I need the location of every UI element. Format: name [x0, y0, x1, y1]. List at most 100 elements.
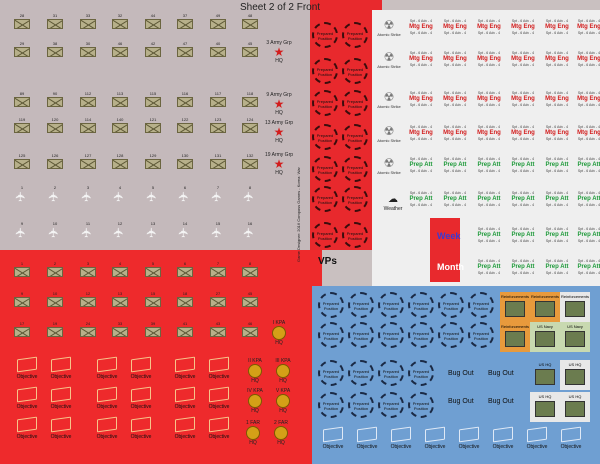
unit-counter[interactable]: 32	[110, 13, 130, 34]
kpa-counter[interactable]: 41	[175, 321, 195, 342]
combat-marker[interactable]: Spt - 6 Adv - 4 Mtg Eng Spt - 6 Adv - 4	[474, 50, 504, 67]
objective-marker[interactable]: Objective	[350, 426, 384, 454]
air-counter[interactable]: 4 ✈	[110, 185, 130, 206]
unit-counter[interactable]: 46	[110, 41, 130, 62]
kpa-hq-counter[interactable]: II KPA HQ	[238, 358, 272, 388]
prepared-position-marker[interactable]: Prepared Position	[348, 322, 374, 348]
kpa-counter[interactable]: 27	[208, 291, 228, 312]
combat-marker[interactable]: Spt - 6 Adv - 4 Prep Att Spt - 6 Adv - 4	[508, 190, 538, 207]
combat-marker[interactable]: Spt - 6 Adv - 4 Mtg Eng Spt - 6 Adv - 4	[508, 18, 538, 35]
unit-counter[interactable]: 123	[208, 117, 228, 138]
combat-marker[interactable]: Spt - 6 Adv - 4 Prep Att Spt - 6 Adv - 4	[542, 258, 572, 275]
kpa-hq-counter[interactable]: 2 FAR HQ	[264, 420, 298, 450]
combat-marker[interactable]: Spt - 6 Adv - 4 Mtg Eng Spt - 6 Adv - 4	[440, 124, 470, 141]
air-counter[interactable]: 5 ✈	[143, 185, 163, 206]
kpa-counter[interactable]: 9	[12, 291, 32, 312]
unit-counter[interactable]: 90	[45, 91, 65, 112]
combat-marker[interactable]: Spt - 6 Adv - 4 Prep Att Spt - 6 Adv - 4	[574, 226, 600, 243]
unit-counter[interactable]: 126	[45, 153, 65, 174]
objective-marker[interactable]: Objective	[520, 426, 554, 454]
prepared-position-marker[interactable]: Prepared Position	[318, 360, 344, 386]
air-counter[interactable]: 1 ✈	[12, 185, 32, 206]
unit-counter[interactable]: 48	[240, 13, 260, 34]
unit-counter[interactable]: 113	[110, 91, 130, 112]
objective-marker[interactable]: Objective	[452, 426, 486, 454]
kpa-counter[interactable]: 43	[208, 321, 228, 342]
un-unit-counter[interactable]: US Navy	[560, 322, 590, 352]
combat-marker[interactable]: Spt - 6 Adv - 4 Mtg Eng Spt - 6 Adv - 4	[474, 18, 504, 35]
combat-marker[interactable]: Spt - 6 Adv - 4 Prep Att Spt - 6 Adv - 4	[474, 258, 504, 275]
unit-counter[interactable]: 29	[12, 41, 32, 62]
kpa-counter[interactable]: 18	[175, 291, 195, 312]
kpa-counter[interactable]: 4	[110, 261, 130, 282]
atomic-strike-marker[interactable]: ☢ Atomic Strike	[374, 124, 404, 143]
combat-marker[interactable]: Spt - 6 Adv - 4 Prep Att Spt - 6 Adv - 4	[406, 156, 436, 173]
kpa-counter[interactable]: 8	[240, 261, 260, 282]
combat-marker[interactable]: Spt - 6 Adv - 4 Prep Att Spt - 6 Adv - 4	[542, 156, 572, 173]
un-unit-counter[interactable]: Reinforcements	[560, 292, 590, 322]
combat-marker[interactable]: Spt - 6 Adv - 4 Prep Att Spt - 6 Adv - 4	[542, 226, 572, 243]
combat-marker[interactable]: Spt - 6 Adv - 4 Prep Att Spt - 6 Adv - 4	[508, 258, 538, 275]
kpa-counter[interactable]: 12	[78, 291, 98, 312]
kpa-counter[interactable]: 39	[143, 321, 163, 342]
objective-marker[interactable]: Objective	[90, 386, 124, 414]
month-marker[interactable]: Month	[437, 262, 464, 272]
prepared-position-marker[interactable]: Prepared Position	[348, 360, 374, 386]
prepared-position-marker[interactable]: Prepared Position	[468, 292, 494, 318]
objective-marker[interactable]: Objective	[316, 426, 350, 454]
unit-counter[interactable]: 117	[208, 91, 228, 112]
army-hq-counter[interactable]: 3 Army Grp ★ HQ	[262, 40, 296, 70]
combat-marker[interactable]: Spt - 6 Adv - 4 Prep Att Spt - 6 Adv - 4	[406, 190, 436, 207]
army-hq-counter[interactable]: 13 Army Grp ★ HQ	[262, 120, 296, 150]
prepared-position-marker[interactable]: Prepared Position	[312, 222, 338, 248]
combat-marker[interactable]: Spt - 6 Adv - 4 Mtg Eng Spt - 6 Adv - 4	[542, 18, 572, 35]
unit-counter[interactable]: 45	[240, 41, 260, 62]
unit-counter[interactable]: 89	[12, 91, 32, 112]
prepared-position-marker[interactable]: Prepared Position	[438, 292, 464, 318]
combat-marker[interactable]: Spt - 6 Adv - 4 Prep Att Spt - 6 Adv - 4	[574, 156, 600, 173]
combat-marker[interactable]: Spt - 6 Adv - 4 Prep Att Spt - 6 Adv - 4	[474, 156, 504, 173]
prepared-position-marker[interactable]: Prepared Position	[408, 292, 434, 318]
un-unit-counter[interactable]: Reinforcements	[530, 292, 560, 322]
unit-counter[interactable]: 30	[78, 41, 98, 62]
army-hq-counter[interactable]: 19 Army Grp ★ HQ	[262, 152, 296, 182]
kpa-hq-counter[interactable]: 1 FAR HQ	[236, 420, 270, 450]
unit-counter[interactable]: 122	[175, 117, 195, 138]
combat-marker[interactable]: Spt - 6 Adv - 4 Prep Att Spt - 6 Adv - 4	[574, 190, 600, 207]
air-counter[interactable]: 15 ✈	[208, 221, 228, 242]
kpa-hq-counter[interactable]: I KPA HQ	[262, 320, 296, 350]
combat-marker[interactable]: Spt - 6 Adv - 4 Prep Att Spt - 6 Adv - 4	[508, 156, 538, 173]
prepared-position-marker[interactable]: Prepared Position	[342, 22, 368, 48]
air-counter[interactable]: 11 ✈	[78, 221, 98, 242]
prepared-position-marker[interactable]: Prepared Position	[378, 292, 404, 318]
combat-marker[interactable]: Spt - 6 Adv - 4 Mtg Eng Spt - 6 Adv - 4	[406, 18, 436, 35]
air-counter[interactable]: 10 ✈	[45, 221, 65, 242]
kpa-counter[interactable]: 6	[175, 261, 195, 282]
combat-marker[interactable]: Spt - 6 Adv - 4 Mtg Eng Spt - 6 Adv - 4	[474, 124, 504, 141]
air-counter[interactable]: 8 ✈	[240, 185, 260, 206]
combat-marker[interactable]: Spt - 6 Adv - 4 Mtg Eng Spt - 6 Adv - 4	[542, 50, 572, 67]
unit-counter[interactable]: 124	[240, 117, 260, 138]
kpa-counter[interactable]: 13	[110, 291, 130, 312]
objective-marker[interactable]: Objective	[90, 356, 124, 384]
combat-marker[interactable]: Spt - 6 Adv - 4 Mtg Eng Spt - 6 Adv - 4	[406, 124, 436, 141]
kpa-counter[interactable]: 15	[143, 291, 163, 312]
combat-marker[interactable]: Spt - 6 Adv - 4 Mtg Eng Spt - 6 Adv - 4	[440, 18, 470, 35]
un-unit-counter[interactable]: US HQ	[560, 392, 590, 422]
unit-counter[interactable]: 120	[45, 117, 65, 138]
unit-counter[interactable]: 33	[78, 13, 98, 34]
prepared-position-marker[interactable]: Prepared Position	[408, 392, 434, 418]
kpa-counter[interactable]: 5	[143, 261, 163, 282]
atomic-strike-marker[interactable]: ☢ Atomic Strike	[374, 18, 404, 37]
combat-marker[interactable]: Spt - 6 Adv - 4 Mtg Eng Spt - 6 Adv - 4	[406, 50, 436, 67]
objective-marker[interactable]: Objective	[90, 416, 124, 444]
kpa-hq-counter[interactable]: IV KPA HQ	[238, 388, 272, 418]
air-counter[interactable]: 13 ✈	[143, 221, 163, 242]
objective-marker[interactable]: Objective	[10, 416, 44, 444]
unit-counter[interactable]: 40	[208, 41, 228, 62]
prepared-position-marker[interactable]: Prepared Position	[342, 58, 368, 84]
kpa-hq-counter[interactable]: III KPA HQ	[266, 358, 300, 388]
unit-counter[interactable]: 127	[78, 153, 98, 174]
prepared-position-marker[interactable]: Prepared Position	[312, 186, 338, 212]
unit-counter[interactable]: 49	[208, 13, 228, 34]
